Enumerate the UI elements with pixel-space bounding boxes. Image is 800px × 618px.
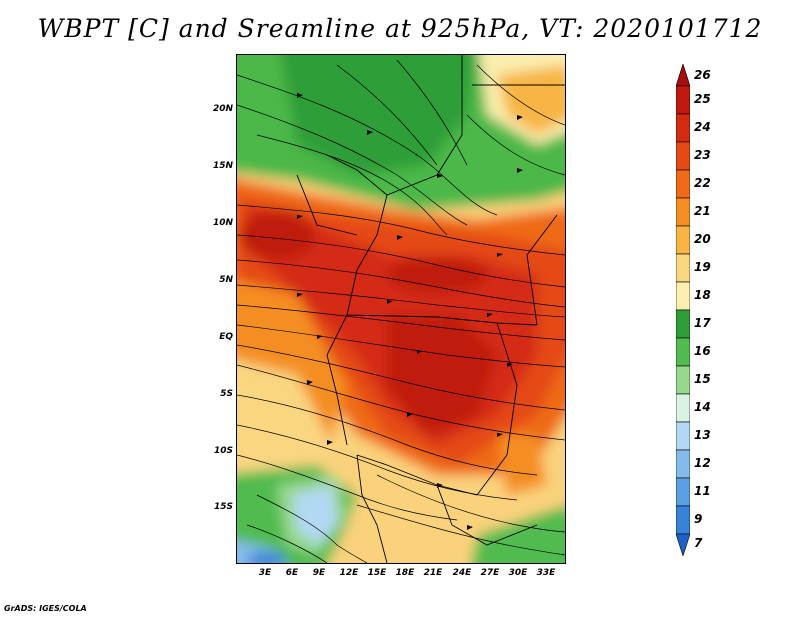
colorbar-label: 18 — [694, 288, 711, 302]
lon-label-33e: 33E — [536, 568, 556, 578]
lat-label-20n: 20N — [212, 104, 233, 114]
credit-text: GrADS: IGES/COLA — [4, 604, 87, 613]
colorbar-segment — [676, 365, 690, 395]
lat-label-5s: 5S — [220, 389, 233, 399]
colorbar-cap-top — [676, 64, 690, 87]
lon-label-24e: 24E — [452, 568, 472, 578]
lon-label-12e: 12E — [339, 568, 359, 578]
colorbar-label: 26 — [694, 68, 711, 83]
colorbar-label: 17 — [694, 316, 711, 330]
colorbar-label: 24 — [694, 120, 711, 134]
lat-label-10s: 10S — [213, 446, 233, 456]
colorbar-segment — [676, 169, 690, 199]
colorbar-label: 15 — [694, 372, 711, 386]
lat-label-10n: 10N — [212, 218, 233, 228]
colorbar-label: 20 — [694, 232, 711, 246]
lat-label-eq: EQ — [219, 332, 233, 342]
colorbar-label: 14 — [694, 400, 711, 414]
chart-title: WBPT [C] and Sreamline at 925hPa, VT: 20… — [37, 14, 763, 43]
colorbar-label: 11 — [694, 484, 711, 498]
colorbar-segment — [676, 225, 690, 255]
lon-label-18e: 18E — [395, 568, 415, 578]
lat-label-5n: 5N — [219, 275, 233, 285]
colorbar-segment — [676, 477, 690, 507]
colorbar-segment — [676, 141, 690, 171]
lon-label-15e: 15E — [367, 568, 387, 578]
lat-label-15n: 15N — [212, 161, 233, 171]
map-svg — [237, 55, 565, 563]
stream-arrows — [297, 93, 523, 530]
wbpt-shading — [237, 55, 565, 563]
colorbar-segment — [676, 393, 690, 423]
colorbar-label: 22 — [694, 176, 711, 190]
country-borders — [296, 55, 565, 563]
map-panel — [236, 54, 566, 564]
colorbar-segment — [676, 197, 690, 227]
colorbar-segment — [676, 449, 690, 479]
colorbar-segment — [676, 421, 690, 451]
colorbar-segment — [676, 253, 690, 283]
colorbar — [676, 64, 690, 556]
lon-label-30e: 30E — [508, 568, 528, 578]
colorbar-label: 13 — [694, 428, 711, 442]
colorbar-segment — [676, 85, 690, 115]
colorbar-segment — [676, 113, 690, 143]
lat-label-15s: 15S — [213, 502, 233, 512]
lon-label-6e: 6E — [285, 568, 299, 578]
lon-label-9e: 9E — [312, 568, 326, 578]
colorbar-label: 9 — [694, 512, 703, 526]
colorbar-label: 19 — [694, 260, 711, 274]
colorbar-segment — [676, 309, 690, 339]
colorbar-label: 12 — [694, 456, 711, 470]
colorbar-label: 7 — [694, 535, 703, 550]
colorbar-segment — [676, 337, 690, 367]
colorbar-label: 25 — [694, 92, 711, 106]
lon-label-21e: 21E — [423, 568, 443, 578]
colorbar-segment — [676, 281, 690, 311]
streamlines — [237, 59, 565, 563]
lon-label-27e: 27E — [480, 568, 500, 578]
colorbar-label: 23 — [694, 148, 711, 162]
colorbar-cap-bottom — [676, 533, 690, 556]
colorbar-label: 16 — [694, 344, 711, 358]
colorbar-segment — [676, 505, 690, 535]
lon-label-3e: 3E — [258, 568, 272, 578]
colorbar-label: 21 — [694, 204, 711, 218]
